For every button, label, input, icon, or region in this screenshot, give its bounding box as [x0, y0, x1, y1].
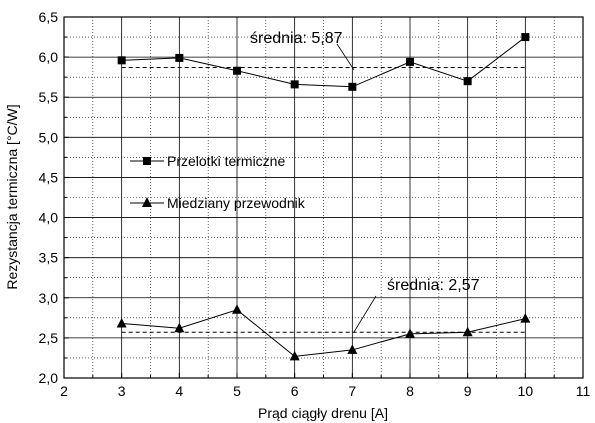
- data-point-square: [348, 82, 357, 91]
- data-point-square: [175, 53, 184, 62]
- data-point-triangle: [405, 328, 415, 338]
- y-tick-label: 6,5: [39, 9, 59, 25]
- data-point-triangle: [232, 304, 242, 314]
- series-line-1: [121, 309, 526, 357]
- series-lines: [121, 36, 526, 357]
- series-markers: [116, 33, 531, 361]
- x-axis-title: Prąd ciągły drenu [A]: [258, 405, 388, 421]
- annotation-mean-przelotki: średnia: 5,87: [250, 30, 343, 47]
- legend: Przelotki termiczne Miedziany przewodnik: [130, 153, 306, 211]
- data-point-triangle: [462, 326, 473, 337]
- data-point-square: [463, 77, 472, 86]
- data-point-triangle: [520, 313, 531, 323]
- y-tick-label: 2,0: [39, 370, 59, 386]
- y-tick-label: 5,0: [39, 129, 59, 145]
- data-point-square: [117, 56, 126, 65]
- y-tick-label: 3,5: [39, 250, 59, 266]
- y-tick-label: 4,0: [39, 210, 59, 226]
- data-point-square: [290, 80, 299, 89]
- y-tick-label: 4,5: [39, 169, 59, 185]
- data-point-triangle: [289, 350, 300, 361]
- data-point-square: [406, 57, 414, 66]
- annotations: średnia: 5,87 średnia: 2,57: [250, 30, 480, 333]
- data-point-triangle: [174, 322, 185, 333]
- y-axis-ticks: 2,0 2,5 3,0 3,5 4,0 4,5 5,0 5,5 6,0 6,5: [39, 9, 69, 386]
- data-point-square: [521, 33, 530, 42]
- x-tick-label: 3: [118, 383, 126, 399]
- annotation-leader-przelotki: [336, 43, 355, 71]
- y-tick-label: 5,5: [39, 89, 59, 105]
- data-point-triangle: [116, 317, 127, 328]
- legend-marker-square: [143, 157, 151, 165]
- x-tick-label: 8: [406, 383, 414, 399]
- x-tick-label: 4: [175, 383, 183, 399]
- data-point-triangle: [347, 344, 358, 354]
- annotation-mean-miedziany: średnia: 2,57: [387, 277, 480, 294]
- x-tick-label: 11: [576, 383, 591, 399]
- x-tick-label: 7: [348, 383, 356, 399]
- legend-label-przelotki: Przelotki termiczne: [167, 153, 285, 169]
- x-tick-label: 2: [60, 383, 68, 399]
- x-tick-label: 6: [291, 383, 299, 399]
- y-axis-title: Rezystancja termiczna [°C/W]: [4, 104, 20, 289]
- data-point-square: [233, 66, 241, 75]
- y-tick-label: 2,5: [39, 330, 59, 346]
- x-axis-ticks: 2 3 4 5 6 7 8 9 10 11: [60, 373, 590, 399]
- series-line-0: [121, 36, 526, 88]
- annotation-leader-miedziany: [353, 295, 377, 333]
- grid-lines: [64, 17, 583, 378]
- legend-label-miedziany: Miedziany przewodnik: [167, 195, 306, 211]
- x-tick-label: 9: [464, 383, 472, 399]
- y-tick-label: 6,0: [39, 49, 59, 65]
- x-tick-label: 10: [518, 383, 534, 399]
- y-tick-label: 3,0: [39, 290, 59, 306]
- legend-marker-triangle: [142, 197, 152, 207]
- x-tick-label: 5: [233, 383, 241, 399]
